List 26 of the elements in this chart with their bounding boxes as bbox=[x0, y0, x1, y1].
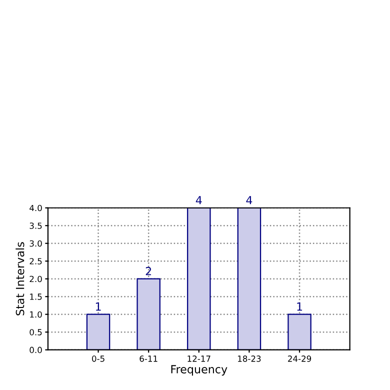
bar bbox=[288, 314, 312, 350]
data-label: 1 bbox=[297, 302, 302, 311]
bar bbox=[237, 208, 262, 350]
bar bbox=[187, 208, 211, 350]
y-tick-label: 1.5 bbox=[30, 294, 42, 300]
bar bbox=[86, 314, 110, 350]
data-label: 2 bbox=[146, 266, 152, 276]
y-tick-label: 3.0 bbox=[30, 240, 42, 247]
data-label: 4 bbox=[246, 196, 252, 204]
y-tick-label: 4.0 bbox=[30, 204, 42, 212]
x-axis-title: Frequency bbox=[171, 365, 228, 376]
y-tick-label: 3.5 bbox=[30, 222, 42, 229]
y-tick-label: 0.5 bbox=[30, 329, 42, 336]
x-tick-label: 6-11 bbox=[140, 356, 158, 362]
data-label: 1 bbox=[96, 302, 101, 311]
x-tick-label: 0-5 bbox=[92, 356, 104, 362]
x-tick-label: 12-17 bbox=[188, 356, 210, 362]
x-tick-label: 18-23 bbox=[238, 356, 261, 362]
data-label: 4 bbox=[196, 196, 202, 204]
y-tick-label: 0.0 bbox=[30, 346, 42, 354]
y-axis-title: Stat Intervals bbox=[16, 242, 24, 316]
y-tick-label: 1.0 bbox=[30, 311, 42, 318]
x-tick-label: 24-29 bbox=[288, 356, 312, 362]
y-tick-label: 2.5 bbox=[30, 258, 42, 264]
bar bbox=[136, 278, 160, 350]
y-tick-label: 2.0 bbox=[30, 276, 42, 282]
